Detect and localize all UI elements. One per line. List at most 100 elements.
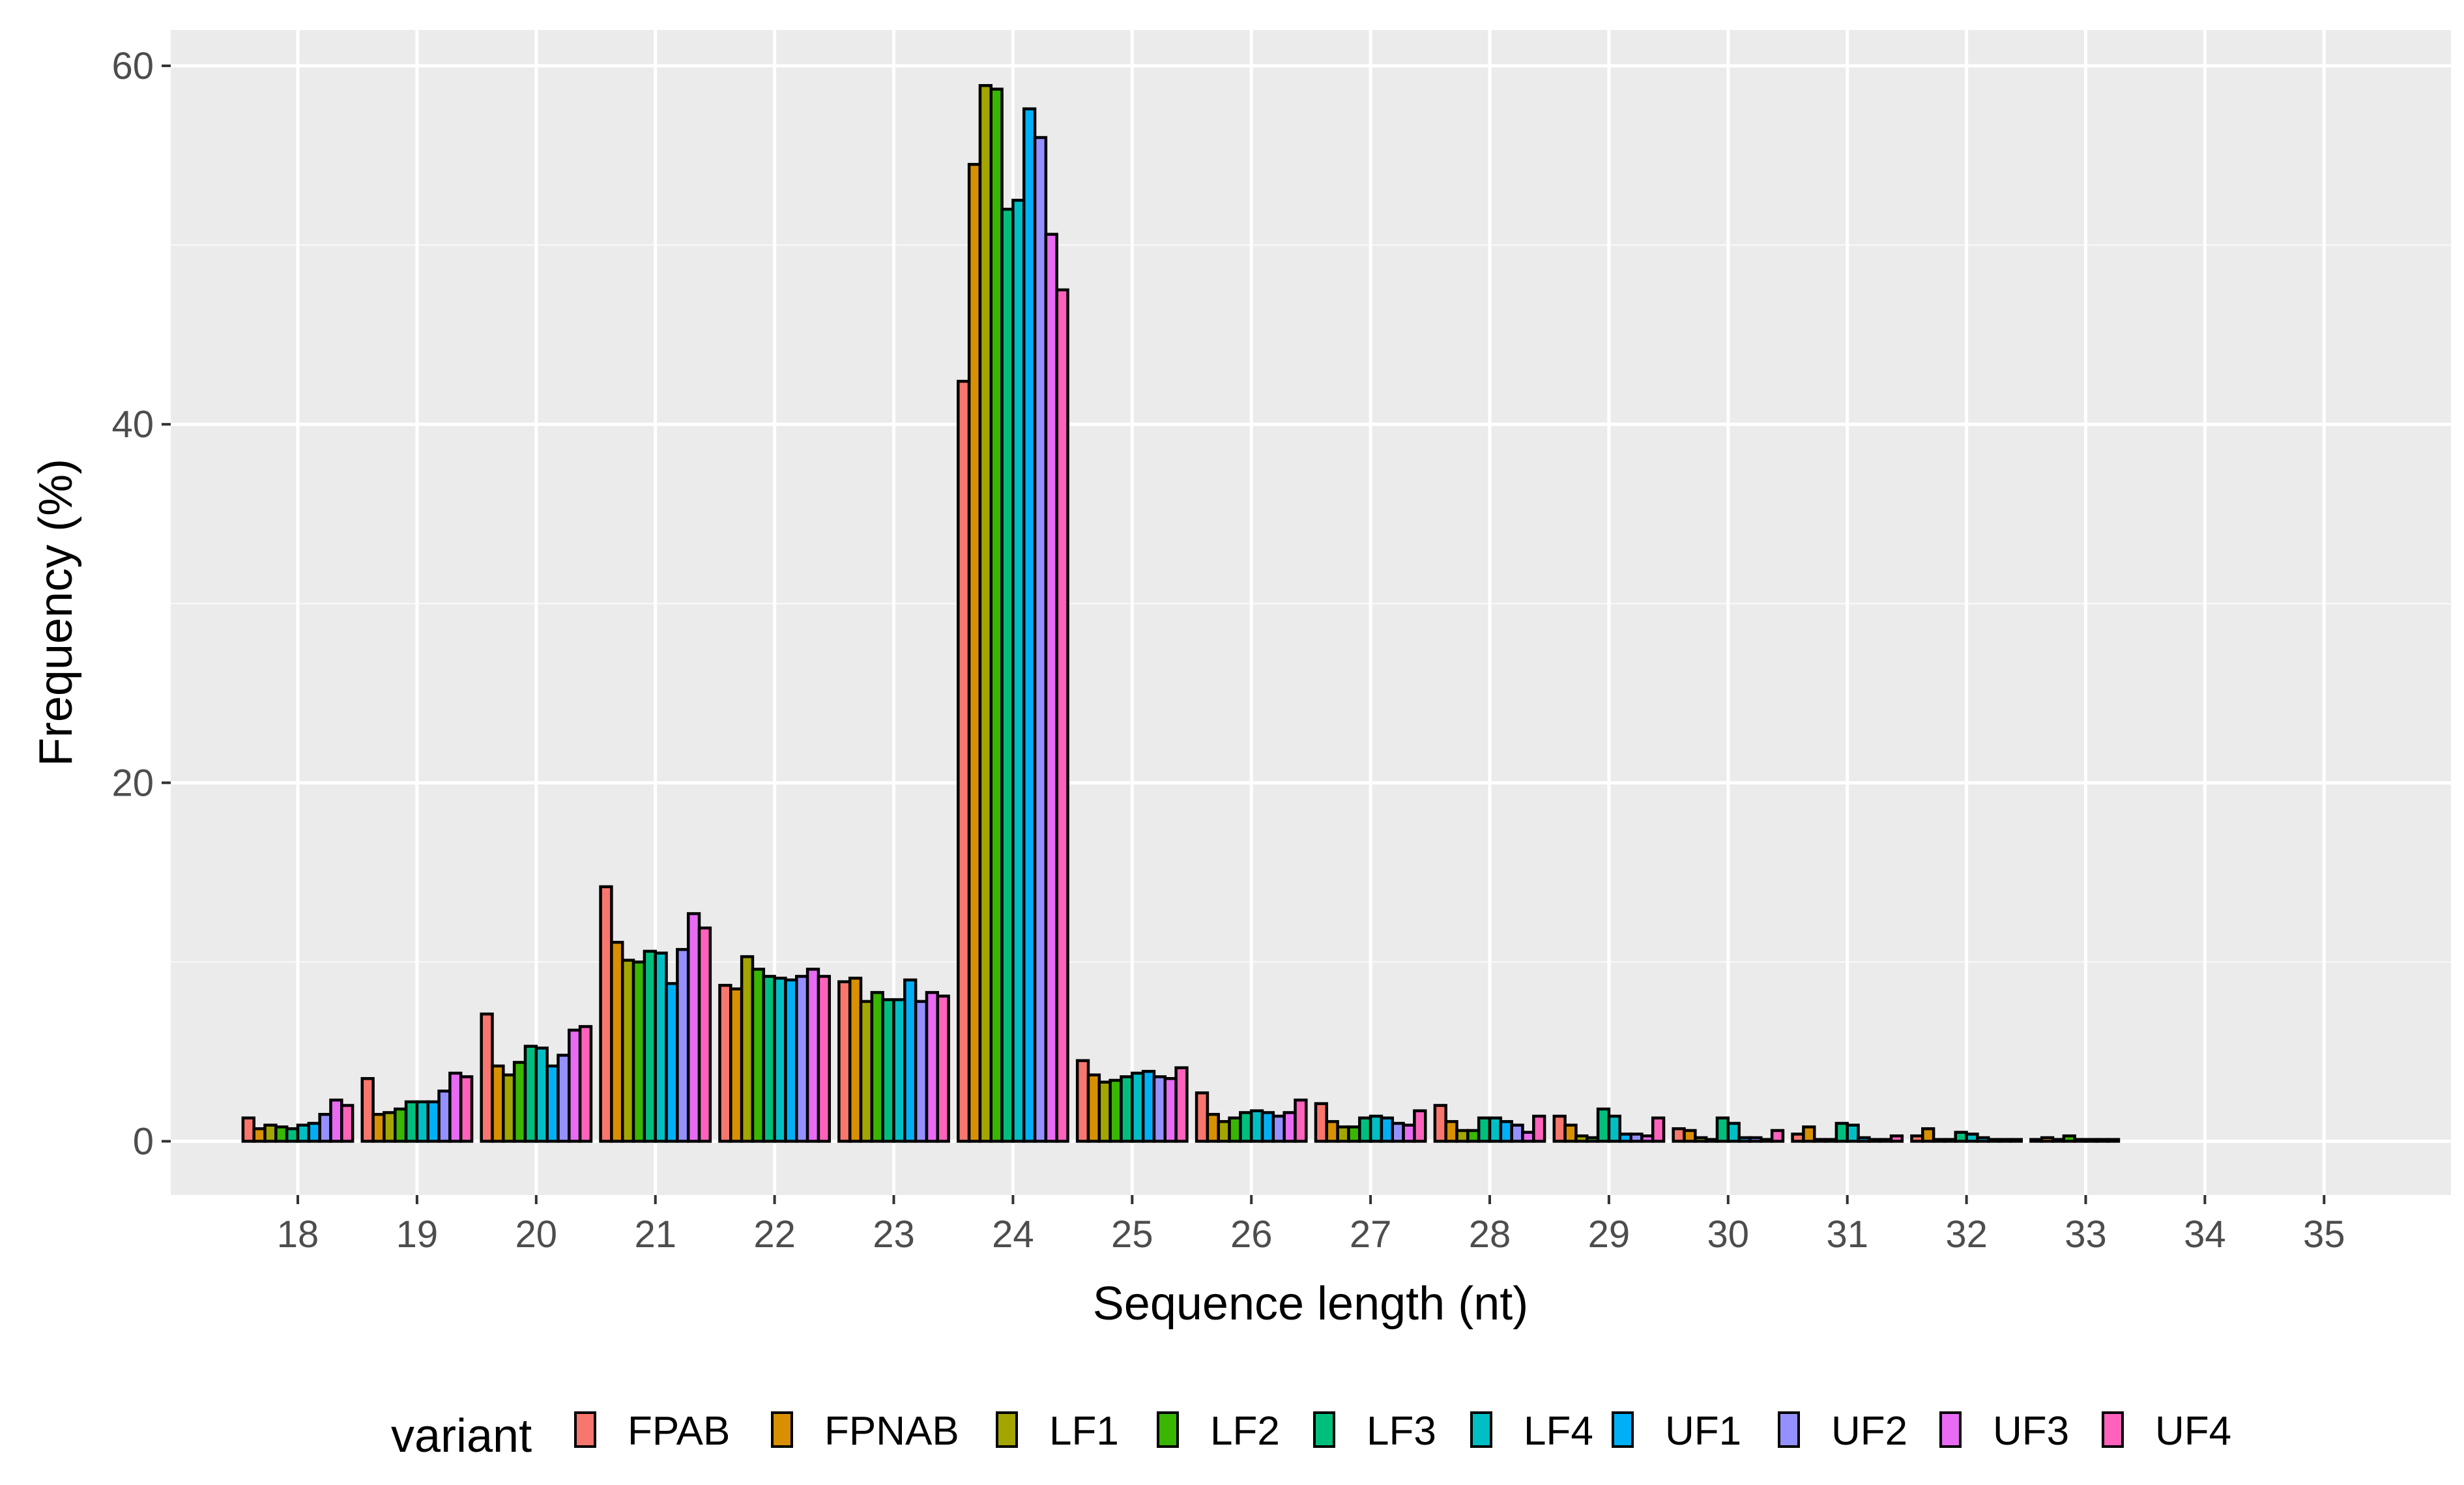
bar-uf3-28 <box>1521 1131 1535 1143</box>
bar-lf1-27 <box>1336 1125 1350 1143</box>
bar-uf2-25 <box>1152 1075 1167 1143</box>
bar-lf1-21 <box>620 959 635 1143</box>
y-axis: 0 20 40 60 <box>111 45 171 1162</box>
bar-uf1-23 <box>903 978 918 1143</box>
legend-key-uf2 <box>1778 1411 1800 1448</box>
bar-lf4-19 <box>415 1100 429 1143</box>
y-tick-label: 60 <box>111 45 154 87</box>
legend-label-uf3: UF3 <box>1993 1409 2069 1454</box>
minor-gridlines <box>171 244 2451 963</box>
bar-lf4-22 <box>773 976 787 1143</box>
bar-lf4-27 <box>1369 1114 1384 1143</box>
x-tick-label: 23 <box>873 1213 915 1256</box>
bar-uf4-25 <box>1174 1066 1189 1143</box>
y-tick-label: 40 <box>111 403 154 446</box>
bar-uf2-29 <box>1629 1132 1644 1143</box>
x-tick-label: 32 <box>1945 1213 1988 1256</box>
bar-uf2-32 <box>1987 1138 2001 1143</box>
bar-lf1-24 <box>978 84 993 1143</box>
bar-uf4-26 <box>1294 1098 1308 1143</box>
bar-fpnab-27 <box>1325 1119 1339 1143</box>
bar-uf2-24 <box>1033 136 1048 1143</box>
bar-fpnab-28 <box>1444 1119 1458 1143</box>
legend-label-lf3: LF3 <box>1367 1409 1436 1454</box>
x-tick-label: 21 <box>634 1213 676 1256</box>
bar-lf3-22 <box>762 975 776 1143</box>
bar-uf2-28 <box>1510 1123 1524 1143</box>
bar-uf4-22 <box>817 975 831 1143</box>
bar-lf2-32 <box>1943 1138 1958 1143</box>
bar-lf4-33 <box>2084 1138 2098 1143</box>
bar-lf3-19 <box>404 1100 419 1143</box>
bar-uf1-19 <box>426 1100 441 1143</box>
bar-uf3-26 <box>1283 1111 1297 1143</box>
bar-uf1-28 <box>1499 1119 1513 1143</box>
legend-label-fpab: FPAB <box>628 1409 730 1454</box>
bar-uf1-24 <box>1022 107 1037 1143</box>
bar-lf1-31 <box>1812 1138 1827 1143</box>
bar-lf2-24 <box>989 87 1004 1143</box>
legend-label-lf1: LF1 <box>1049 1409 1119 1454</box>
bar-lf4-26 <box>1249 1109 1264 1143</box>
bar-fpab-33 <box>2029 1138 2044 1143</box>
bar-uf3-22 <box>805 968 820 1143</box>
x-axis: 18 19 20 21 22 23 24 25 26 27 28 29 30 31 32 33 34 35 <box>277 1195 2345 1256</box>
bar-lf1-28 <box>1455 1129 1470 1143</box>
bar-lf1-33 <box>2051 1138 2066 1143</box>
bar-lf2-27 <box>1347 1125 1361 1143</box>
bar-fpnab-18 <box>252 1127 267 1143</box>
bar-uf1-31 <box>1857 1136 1871 1143</box>
x-tick-label: 35 <box>2303 1213 2345 1256</box>
bar-lf4-25 <box>1131 1071 1145 1143</box>
bar-lf3-20 <box>523 1045 538 1143</box>
bar-uf3-30 <box>1760 1138 1774 1143</box>
bar-lf3-18 <box>285 1127 300 1143</box>
bar-fpab-25 <box>1075 1059 1090 1143</box>
legend-key-lf1 <box>996 1411 1018 1448</box>
bar-lf1-19 <box>383 1111 397 1143</box>
bar-lf1-30 <box>1694 1136 1708 1143</box>
bar-lf1-32 <box>1932 1138 1947 1143</box>
bar-uf1-26 <box>1260 1111 1275 1143</box>
x-tick-label: 22 <box>753 1213 796 1256</box>
legend-key-lf4 <box>1470 1411 1492 1448</box>
bar-uf3-25 <box>1163 1076 1178 1143</box>
x-tick-label: 26 <box>1230 1213 1273 1256</box>
bar-lf2-25 <box>1109 1078 1123 1143</box>
bar-uf2-22 <box>795 975 809 1143</box>
x-tick-label: 19 <box>396 1213 439 1256</box>
bar-lf4-24 <box>1011 199 1026 1143</box>
bar-uf3-32 <box>1997 1138 2012 1143</box>
bar-lf3-30 <box>1715 1116 1730 1143</box>
bar-lf3-31 <box>1834 1121 1849 1143</box>
bar-lf4-28 <box>1488 1116 1503 1143</box>
legend-key-uf1 <box>1612 1411 1634 1448</box>
bar-uf3-31 <box>1878 1138 1893 1143</box>
bar-uf1-25 <box>1141 1069 1156 1143</box>
bar-lf4-32 <box>1965 1132 1979 1143</box>
bar-fpab-20 <box>480 1012 494 1143</box>
y-tick-label: 0 <box>133 1120 154 1162</box>
bar-lf1-18 <box>263 1123 278 1143</box>
bar-fpab-27 <box>1314 1102 1329 1143</box>
bar-uf1-18 <box>307 1121 321 1143</box>
legend-label-uf4: UF4 <box>2155 1409 2231 1454</box>
bar-uf1-30 <box>1737 1136 1752 1143</box>
bar-lf3-23 <box>881 998 895 1143</box>
x-tick-label: 31 <box>1826 1213 1868 1256</box>
legend-title: variant <box>391 1410 532 1462</box>
bar-lf2-22 <box>751 968 766 1143</box>
bar-lf3-32 <box>1954 1131 1968 1143</box>
bar-uf2-30 <box>1748 1136 1763 1143</box>
bar-uf3-24 <box>1044 233 1058 1143</box>
bar-lf2-26 <box>1228 1116 1242 1143</box>
legend-label-uf2: UF2 <box>1831 1409 1907 1454</box>
bar-lf1-23 <box>859 1000 874 1143</box>
bar-uf4-30 <box>1770 1129 1785 1143</box>
bar-lf3-24 <box>1000 207 1015 1143</box>
bar-uf4-28 <box>1532 1114 1546 1143</box>
x-axis-title: Sequence length (nt) <box>1093 1278 1528 1330</box>
bar-lf3-28 <box>1477 1116 1492 1143</box>
bar-lf2-23 <box>870 990 884 1143</box>
bar-uf3-20 <box>568 1028 582 1143</box>
